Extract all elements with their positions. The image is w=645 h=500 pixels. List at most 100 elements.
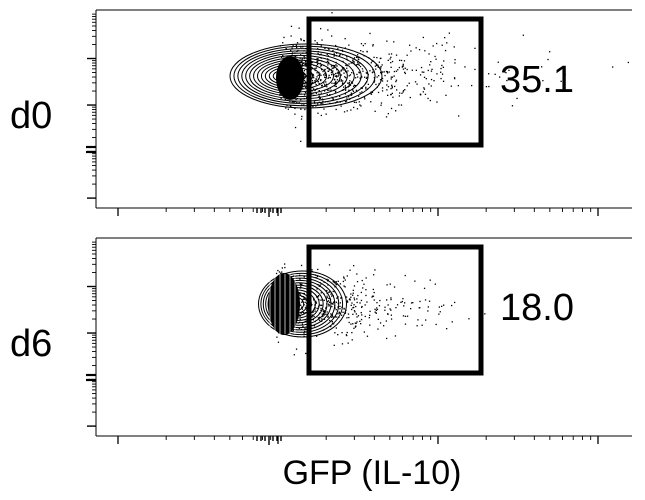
event-dot bbox=[293, 354, 295, 356]
event-dot bbox=[336, 76, 338, 78]
event-dot bbox=[331, 12, 333, 14]
event-dot bbox=[333, 53, 335, 55]
event-dot bbox=[435, 58, 437, 60]
event-dot bbox=[312, 75, 315, 77]
event-dot bbox=[335, 75, 338, 77]
event-dot bbox=[358, 64, 360, 66]
event-dot bbox=[356, 281, 359, 283]
event-dot bbox=[301, 65, 304, 67]
event-dot bbox=[549, 51, 551, 53]
event-dot bbox=[401, 66, 403, 68]
gate-percent: 18.0 bbox=[500, 287, 574, 329]
event-dot bbox=[376, 308, 379, 311]
event-dot bbox=[344, 279, 346, 281]
event-dot bbox=[315, 105, 317, 107]
event-dot bbox=[396, 89, 398, 91]
event-dot bbox=[386, 40, 388, 42]
event-dot bbox=[327, 55, 329, 57]
event-dot bbox=[369, 314, 371, 316]
event-dot bbox=[355, 313, 357, 315]
event-dot bbox=[345, 64, 347, 66]
event-dot bbox=[316, 88, 318, 90]
event-dot bbox=[335, 301, 338, 303]
event-dot bbox=[351, 302, 353, 304]
event-dot bbox=[281, 271, 283, 273]
event-dot bbox=[311, 314, 314, 316]
event-dot bbox=[298, 314, 300, 316]
event-dot bbox=[360, 291, 362, 294]
event-dot bbox=[395, 54, 398, 56]
event-dot bbox=[331, 303, 333, 305]
event-dot bbox=[350, 92, 352, 94]
event-dot bbox=[397, 69, 399, 71]
event-dot bbox=[326, 53, 328, 55]
event-dot bbox=[340, 314, 343, 316]
event-dot bbox=[383, 71, 385, 73]
event-dot bbox=[348, 84, 351, 86]
event-dot bbox=[374, 311, 376, 313]
event-dot bbox=[321, 318, 323, 320]
event-dot bbox=[359, 104, 361, 106]
event-dot bbox=[326, 93, 328, 96]
event-dot bbox=[324, 68, 326, 71]
event-dot bbox=[356, 273, 358, 275]
event-dot bbox=[427, 310, 429, 312]
event-dot bbox=[364, 76, 366, 78]
event-dot bbox=[291, 47, 293, 49]
event-dot bbox=[311, 269, 313, 271]
event-dot bbox=[305, 320, 307, 322]
event-dot bbox=[356, 108, 359, 110]
event-dot bbox=[360, 50, 362, 52]
event-dot bbox=[332, 98, 334, 100]
event-dot bbox=[350, 62, 352, 64]
event-dot bbox=[434, 55, 436, 58]
event-dot bbox=[377, 66, 379, 68]
event-dot bbox=[342, 68, 344, 70]
event-dot bbox=[322, 103, 324, 105]
event-dot bbox=[357, 54, 359, 56]
event-dot bbox=[425, 319, 427, 321]
event-dot bbox=[341, 67, 344, 69]
event-dot bbox=[390, 314, 392, 316]
event-dot bbox=[343, 72, 345, 74]
event-dot bbox=[441, 44, 443, 46]
contour-line bbox=[249, 54, 348, 98]
event-dot bbox=[371, 296, 373, 298]
event-dot bbox=[353, 299, 356, 301]
event-dot bbox=[336, 52, 338, 54]
event-dot bbox=[451, 304, 453, 307]
event-dot bbox=[402, 91, 404, 93]
event-dot bbox=[375, 63, 378, 66]
event-dot bbox=[499, 76, 501, 78]
event-dot bbox=[350, 296, 352, 298]
event-dot bbox=[511, 105, 514, 107]
event-dot bbox=[522, 34, 524, 36]
event-dot bbox=[386, 84, 388, 86]
event-dot bbox=[360, 105, 362, 107]
event-dot bbox=[299, 292, 301, 294]
event-dot bbox=[317, 112, 319, 114]
event-dot bbox=[474, 68, 476, 71]
event-dot bbox=[436, 42, 438, 45]
event-dot bbox=[439, 311, 441, 313]
event-dot bbox=[302, 325, 304, 328]
event-dot bbox=[339, 312, 341, 315]
event-dot bbox=[331, 321, 333, 323]
event-dot bbox=[303, 94, 306, 96]
event-dot bbox=[347, 82, 349, 84]
event-dot bbox=[398, 95, 400, 97]
event-dot bbox=[311, 316, 313, 318]
event-dot bbox=[356, 316, 358, 318]
event-dot bbox=[334, 79, 336, 81]
event-dot bbox=[346, 65, 348, 67]
event-dot bbox=[313, 101, 316, 103]
event-dot bbox=[390, 297, 392, 299]
event-dot bbox=[374, 308, 376, 310]
event-dot bbox=[359, 77, 361, 79]
event-dot bbox=[301, 63, 303, 65]
event-dot bbox=[300, 264, 303, 267]
event-dot bbox=[300, 38, 302, 40]
event-dot bbox=[326, 311, 328, 313]
event-dot bbox=[344, 85, 346, 87]
contour-line bbox=[237, 48, 369, 104]
